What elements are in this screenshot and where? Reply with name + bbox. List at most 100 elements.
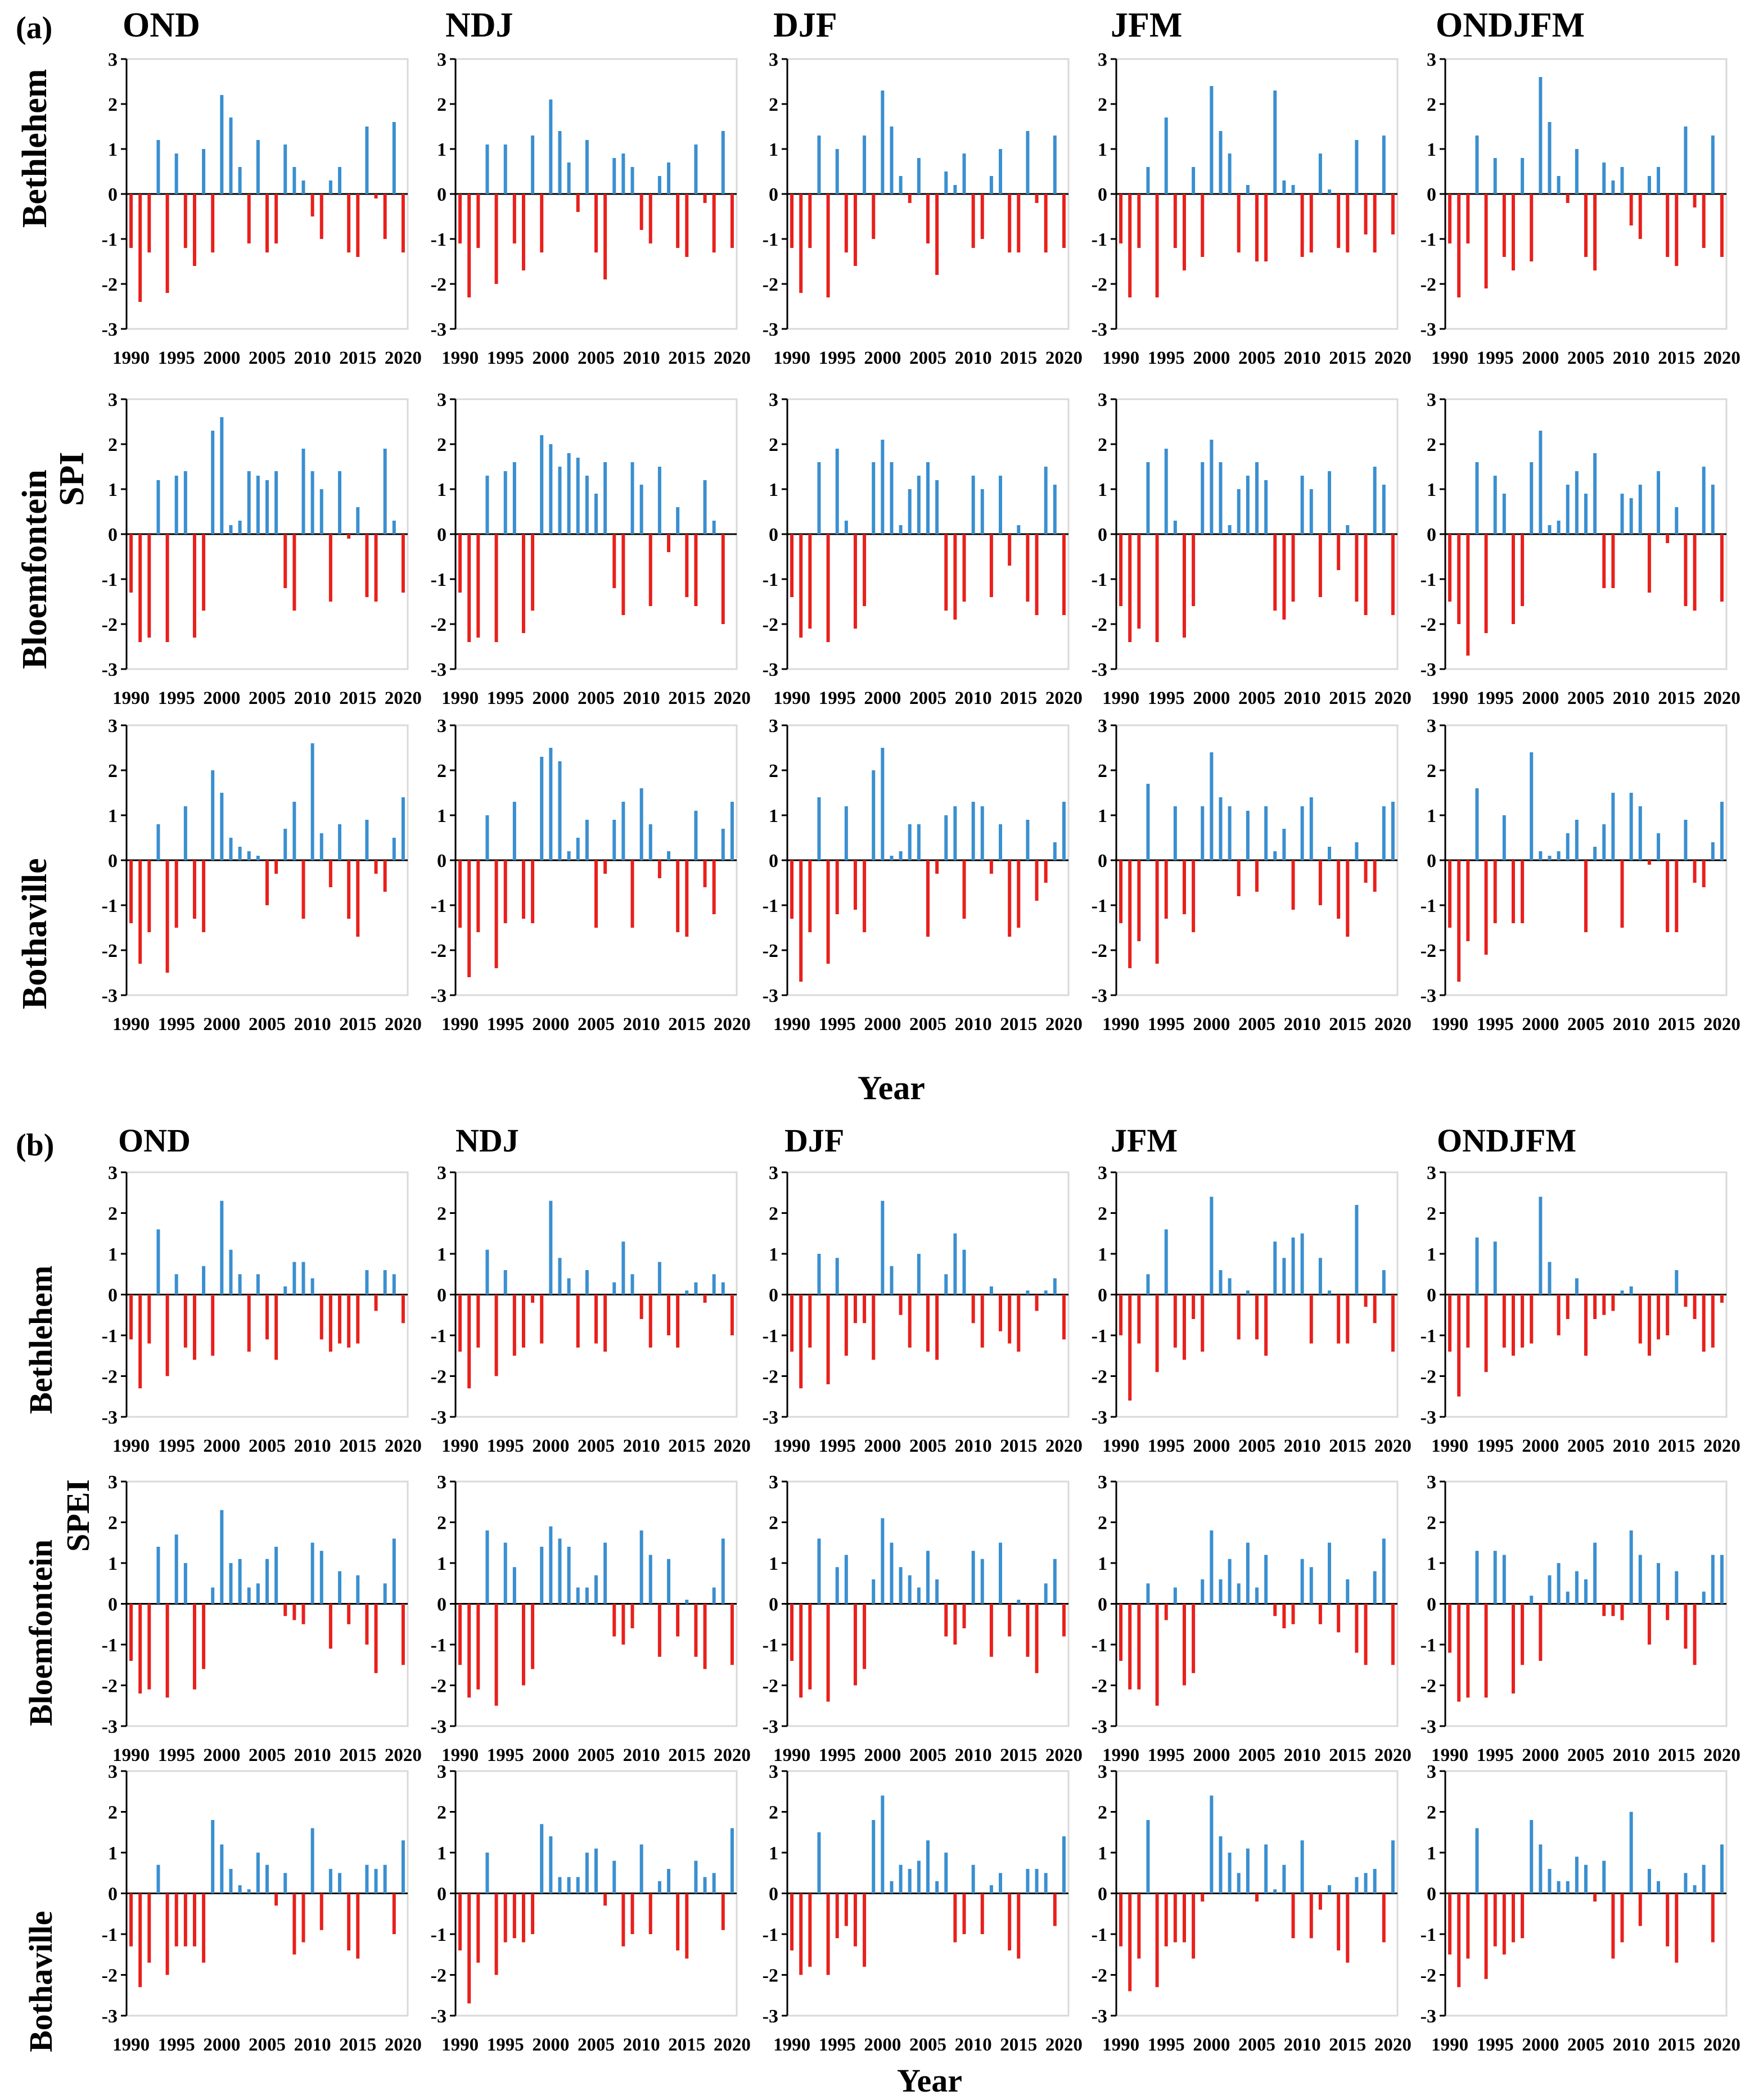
x-tick-label: 2010 [1284, 1745, 1321, 1765]
x-tick-label: 1990 [1102, 1436, 1139, 1456]
y-tick-label: 3 [108, 1472, 118, 1493]
x-tick-label: 1995 [819, 348, 856, 368]
y-tick-label: -3 [102, 986, 118, 1006]
x-tick-label: 2015 [1000, 2035, 1037, 2055]
x-tick-label: 2010 [955, 688, 992, 708]
y-tick-label: 1 [108, 1553, 118, 1574]
y-tick-label: -3 [763, 2006, 778, 2027]
x-tick-label: 2020 [714, 688, 751, 708]
x-tick-label: 2015 [339, 2035, 376, 2055]
x-tick-label: 2005 [909, 2035, 946, 2055]
y-tick-label: -3 [763, 319, 778, 340]
x-tick-label: 2005 [1567, 348, 1604, 368]
x-tick-label: 1990 [773, 348, 810, 368]
y-tick-label: 0 [108, 1595, 118, 1615]
x-tick-label: 1995 [1148, 1014, 1185, 1035]
x-tick-label: 2000 [1522, 688, 1559, 708]
y-tick-label: -2 [763, 615, 778, 635]
panel-a-station-bethlehem: Bethlehem [16, 69, 54, 228]
y-tick-label: 0 [1427, 525, 1436, 545]
y-tick-label: 1 [1098, 1843, 1107, 1864]
y-tick-label: -1 [431, 896, 447, 916]
y-tick-label: 2 [1427, 761, 1436, 782]
x-tick-label: 2010 [294, 1014, 331, 1035]
x-tick-label: 2020 [714, 1436, 751, 1456]
x-tick-label: 1990 [1431, 2035, 1468, 2055]
x-tick-label: 2005 [1238, 688, 1275, 708]
x-tick-label: 1990 [1431, 1014, 1468, 1035]
x-tick-label: 1990 [1431, 1745, 1468, 1765]
y-tick-label: -2 [763, 1676, 778, 1697]
panel-b-station-bothaville: Bothaville [22, 1911, 59, 2052]
y-tick-label: -1 [763, 570, 778, 590]
x-tick-label: 2015 [339, 688, 376, 708]
x-tick-label: 2010 [955, 1014, 992, 1035]
x-tick-label: 2010 [1284, 1436, 1321, 1456]
chart-spi-bloemfontein-ondjfm: 3 2 1 0 -1 -2 -3 1990 1995 2000 2005 2010 2015 2020 [1421, 390, 1741, 708]
x-tick-label: 2000 [203, 688, 240, 708]
chart-spei-bethlehem-djf: 3 2 1 0 -1 -2 -3 1990 1995 2000 2005 2010 2015 2020 [763, 1163, 1083, 1456]
x-tick-label: 2020 [1045, 1436, 1083, 1456]
chart-spei-bothaville-djf: 3 2 1 0 -1 -2 -3 1990 1995 2000 2005 2010 2015 2020 [763, 1762, 1083, 2055]
y-tick-label: -1 [1421, 1326, 1436, 1347]
y-tick-label: -2 [1421, 1367, 1436, 1388]
y-tick-label: 0 [769, 851, 778, 871]
x-tick-label: 2000 [532, 348, 569, 368]
y-tick-label: -1 [1092, 1925, 1107, 1945]
x-tick-label: 2005 [578, 688, 615, 708]
x-tick-label: 2005 [578, 348, 615, 368]
x-tick-label: 1990 [1102, 1745, 1139, 1765]
x-tick-label: 2000 [532, 1014, 569, 1035]
x-tick-label: 2020 [1703, 1745, 1741, 1765]
x-tick-label: 2015 [1329, 1436, 1366, 1456]
y-tick-label: 1 [437, 1244, 447, 1265]
y-tick-label: 2 [1098, 94, 1107, 115]
chart-spei-bethlehem-jfm: 3 2 1 0 -1 -2 -3 1990 1995 2000 2005 2010 2015 2020 [1092, 1163, 1412, 1456]
y-tick-label: 1 [1098, 480, 1107, 500]
panel-a-season-djf: DJF [773, 6, 837, 44]
x-tick-label: 2000 [864, 2035, 901, 2055]
x-tick-label: 1995 [487, 1014, 524, 1035]
y-tick-label: 3 [1427, 390, 1436, 410]
x-tick-label: 2000 [864, 688, 901, 708]
x-tick-label: 1995 [158, 1745, 195, 1765]
x-tick-label: 1990 [773, 1014, 810, 1035]
y-tick-label: 2 [769, 1803, 778, 1823]
x-tick-label: 2020 [385, 1436, 422, 1456]
x-tick-label: 2020 [1703, 1014, 1741, 1035]
x-tick-label: 1990 [112, 1745, 150, 1765]
x-tick-label: 1995 [1477, 348, 1514, 368]
x-tick-label: 1990 [441, 1014, 479, 1035]
x-tick-label: 2000 [1522, 1745, 1559, 1765]
y-tick-label: -3 [431, 319, 447, 340]
x-tick-label: 2020 [1374, 1745, 1412, 1765]
x-tick-label: 2005 [909, 348, 946, 368]
y-tick-label: 0 [437, 184, 447, 205]
y-tick-label: 3 [437, 49, 447, 70]
y-tick-label: -3 [1421, 1407, 1436, 1428]
chart-spi-bloemfontein-jfm: 3 2 1 0 -1 -2 -3 1990 1995 2000 2005 2010 2015 2020 [1092, 390, 1412, 708]
x-tick-label: 2000 [1193, 2035, 1230, 2055]
x-tick-label: 1990 [112, 688, 150, 708]
y-tick-label: 2 [1427, 435, 1436, 455]
y-tick-label: 2 [437, 1204, 447, 1225]
chart-spei-bloemfontein-jfm: 3 2 1 0 -1 -2 -3 1990 1995 2000 2005 2010 2015 2020 [1092, 1472, 1412, 1765]
y-tick-label: 3 [1427, 49, 1436, 70]
y-tick-label: 1 [769, 480, 778, 500]
x-tick-label: 2020 [1703, 348, 1741, 368]
y-tick-label: -3 [431, 2006, 447, 2027]
x-tick-label: 1995 [158, 2035, 195, 2055]
x-tick-label: 2020 [1374, 348, 1412, 368]
y-tick-label: -3 [102, 1717, 118, 1737]
y-tick-label: -3 [1092, 319, 1107, 340]
y-tick-label: 3 [1427, 1472, 1436, 1493]
y-tick-label: -3 [102, 1407, 118, 1428]
y-tick-label: 0 [769, 184, 778, 205]
chart-spi-bloemfontein-ndj: 3 2 1 0 -1 -2 -3 1990 1995 2000 2005 2010 2015 2020 [431, 390, 751, 708]
x-tick-label: 1990 [773, 2035, 810, 2055]
y-tick-label: -3 [102, 319, 118, 340]
x-tick-label: 1990 [773, 688, 810, 708]
y-tick-label: -3 [1092, 986, 1107, 1006]
y-tick-label: 1 [108, 1244, 118, 1265]
y-tick-label: 3 [1098, 1762, 1107, 1782]
